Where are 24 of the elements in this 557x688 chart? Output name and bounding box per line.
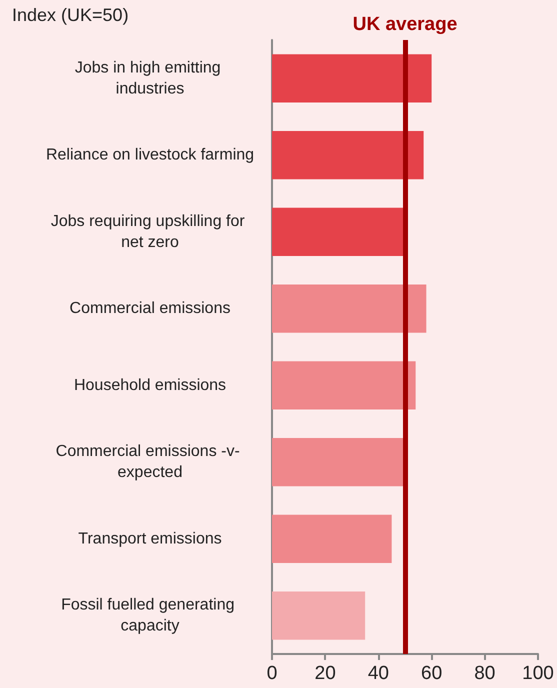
x-tick-label: 80 [474, 663, 496, 684]
bar [272, 130, 424, 180]
x-tick-label: 60 [421, 663, 442, 684]
ref-line-label: UK average [352, 14, 458, 35]
y-tick-label: Jobs in high emitting industries [74, 59, 226, 98]
x-tick-label: 20 [314, 663, 336, 684]
x-tick-label: 100 [522, 663, 554, 684]
bar [272, 54, 432, 103]
y-tick-label: Commercial emissions -v- expected [56, 443, 244, 482]
x-tick-label: 40 [368, 663, 389, 684]
bar [272, 208, 405, 256]
x-tick-label: 0 [266, 663, 278, 684]
y-tick-label: Commercial emissions [70, 300, 230, 318]
bar [272, 514, 392, 564]
x-axis-title: Index (UK=50) [12, 5, 129, 25]
y-tick-label: Transport emissions [78, 530, 222, 548]
bar [272, 361, 416, 410]
y-tick-label: Jobs requiring upskilling for net zero [50, 212, 250, 251]
bar [272, 591, 366, 640]
y-tick-label: Household emissions [74, 376, 226, 394]
bar [272, 438, 404, 486]
y-tick-label: Reliance on livestock farming [46, 146, 254, 164]
bar [272, 284, 426, 333]
y-tick-label: Fossil fuelled generating capacity [61, 596, 239, 635]
